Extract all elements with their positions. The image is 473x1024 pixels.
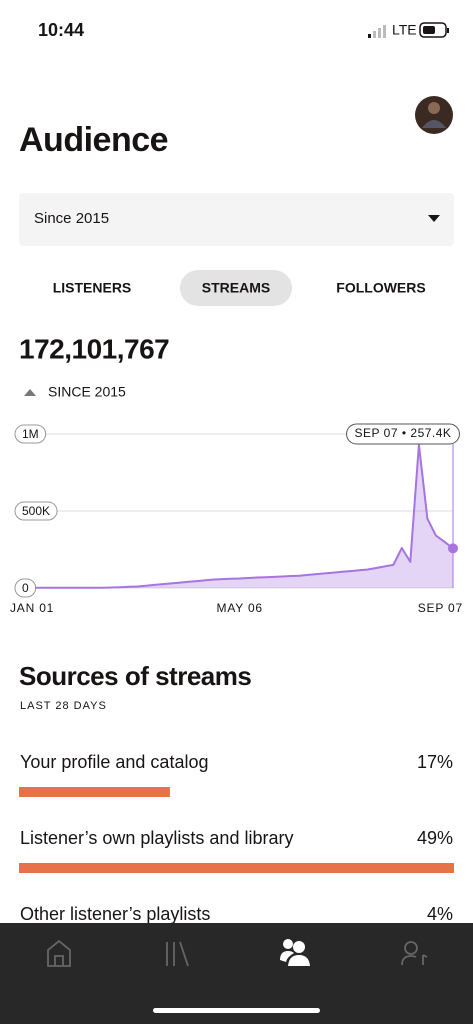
source-value: 4% bbox=[427, 904, 453, 924]
x-tick-label: SEP 07 bbox=[418, 601, 463, 615]
y-tick-label: 500K bbox=[22, 504, 50, 518]
date-filter[interactable] bbox=[19, 193, 454, 246]
source-bar bbox=[19, 787, 170, 797]
x-tick-label: JAN 01 bbox=[10, 601, 54, 615]
filter-label: Since 2015 bbox=[34, 210, 109, 227]
tab[interactable]: LISTENERS bbox=[53, 280, 132, 296]
line bbox=[35, 443, 454, 589]
nav-audience[interactable] bbox=[280, 939, 310, 966]
sources-subtitle: LAST 28 DAYS bbox=[20, 700, 107, 712]
bottom-nav bbox=[0, 923, 473, 1024]
status-network: LTE bbox=[392, 22, 417, 38]
source-label: Listener’s own playlists and library bbox=[20, 828, 293, 848]
y-tick-label: 1M bbox=[22, 427, 39, 441]
total-value: 172,101,767 bbox=[19, 333, 169, 364]
tooltip bbox=[346, 423, 460, 445]
trend-arrow bbox=[24, 389, 36, 396]
tab[interactable]: FOLLOWERS bbox=[336, 280, 425, 296]
area bbox=[35, 444, 453, 588]
nav-home[interactable] bbox=[47, 939, 71, 967]
x-tick-label: MAY 06 bbox=[217, 601, 263, 615]
page-title: Audience bbox=[19, 121, 168, 159]
tab-active-pill bbox=[180, 270, 292, 306]
source-bar bbox=[19, 863, 454, 873]
source-label: Other listener’s playlists bbox=[20, 904, 210, 924]
battery-icon bbox=[419, 22, 449, 38]
status-time: 10:44 bbox=[38, 20, 84, 40]
avatar[interactable] bbox=[415, 96, 453, 134]
y-tick-pill bbox=[14, 424, 47, 444]
source-value: 17% bbox=[417, 752, 453, 772]
source-label: Your profile and catalog bbox=[20, 752, 208, 772]
nav-library[interactable] bbox=[166, 941, 189, 967]
y-tick-pill bbox=[14, 501, 58, 521]
sources-title: Sources of streams bbox=[19, 661, 251, 691]
change-label: SINCE 2015 bbox=[48, 384, 126, 400]
nav-profile[interactable] bbox=[401, 941, 428, 966]
home-indicator bbox=[153, 1008, 320, 1013]
tooltip-text: SEP 07 • 257.4K bbox=[355, 426, 452, 440]
signal-icon bbox=[368, 25, 386, 38]
last-point bbox=[448, 543, 458, 554]
y-tick-label: 0 bbox=[22, 581, 29, 595]
tab[interactable]: STREAMS bbox=[202, 280, 270, 296]
source-value: 49% bbox=[417, 828, 453, 848]
